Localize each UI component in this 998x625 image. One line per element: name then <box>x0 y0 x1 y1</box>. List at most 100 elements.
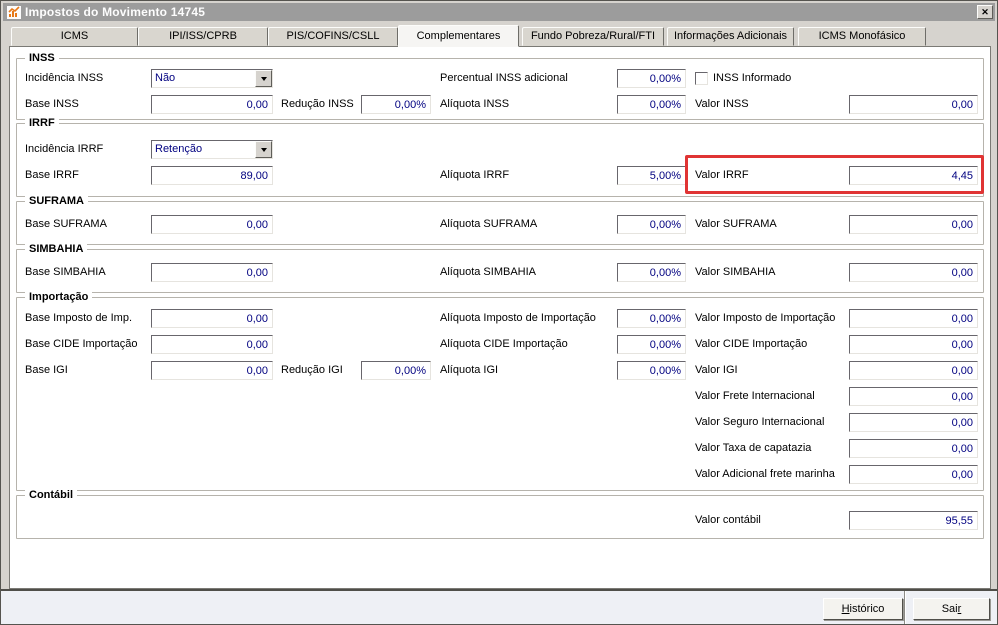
aliquota-cide-importacao-label: Alíquota CIDE Importação <box>440 338 568 350</box>
sair-label-accel: r <box>957 602 962 615</box>
base-imposto-importacao-label: Base Imposto de Imp. <box>25 312 132 324</box>
valor-frete-internacional-label: Valor Frete Internacional <box>695 390 815 402</box>
group-suframa-title: SUFRAMA <box>25 194 88 208</box>
historico-label-post: istórico <box>849 602 885 615</box>
tab-icms[interactable]: ICMS <box>11 27 138 46</box>
inss-informado-checkbox[interactable] <box>695 72 708 85</box>
tab-ipi-iss-cprb[interactable]: IPI/ISS/CPRB <box>138 27 268 46</box>
base-inss-label: Base INSS <box>25 98 79 110</box>
valor-irrf-input[interactable] <box>849 166 978 185</box>
valor-seguro-internacional-input[interactable] <box>849 413 978 432</box>
incidencia-irrf-select[interactable]: Retenção <box>151 140 273 159</box>
tabstrip: ICMS IPI/ISS/CPRB PIS/COFINS/CSLL Comple… <box>9 25 991 47</box>
valor-imposto-importacao-label: Valor Imposto de Importação <box>695 312 836 324</box>
valor-inss-label: Valor INSS <box>695 98 749 110</box>
valor-adicional-frete-marinha-label: Valor Adicional frete marinha <box>695 468 835 480</box>
footer-bar: Histórico Sair <box>1 589 997 624</box>
incidencia-inss-label: Incidência INSS <box>25 72 104 84</box>
base-irrf-input[interactable] <box>151 166 273 185</box>
chevron-down-icon[interactable] <box>255 141 272 158</box>
valor-contabil-input[interactable] <box>849 511 978 530</box>
incidencia-inss-value: Não <box>155 72 176 84</box>
valor-contabil-label: Valor contábil <box>695 514 761 526</box>
reducao-igi-label: Redução IGI <box>281 364 343 376</box>
valor-cide-importacao-input[interactable] <box>849 335 978 354</box>
historico-label-accel: H <box>841 602 850 615</box>
base-suframa-label: Base SUFRAMA <box>25 218 107 230</box>
reducao-igi-input[interactable] <box>361 361 431 380</box>
sair-button[interactable]: Sair <box>913 598 990 620</box>
valor-suframa-input[interactable] <box>849 215 978 234</box>
titlebar: Impostos do Movimento 14745 ✕ <box>3 3 995 21</box>
historico-button[interactable]: Histórico <box>823 598 903 620</box>
aliquota-irrf-label: Alíquota IRRF <box>440 169 510 181</box>
group-inss: INSS Incidência INSS Não Percentual INSS… <box>16 51 984 120</box>
window-title: Impostos do Movimento 14745 <box>25 5 206 19</box>
tab-fundo-pobreza[interactable]: Fundo Pobreza/Rural/FTI <box>522 27 664 46</box>
group-suframa: SUFRAMA Base SUFRAMA Alíquota SUFRAMA Va… <box>16 194 984 245</box>
base-simbahia-input[interactable] <box>151 263 273 282</box>
valor-taxa-capatazia-input[interactable] <box>849 439 978 458</box>
valor-seguro-internacional-label: Valor Seguro Internacional <box>695 416 825 428</box>
aliquota-simbahia-input[interactable] <box>617 263 686 282</box>
valor-inss-input[interactable] <box>849 95 978 114</box>
base-cide-importacao-label: Base CIDE Importação <box>25 338 138 350</box>
app-icon <box>7 5 21 19</box>
valor-taxa-capatazia-label: Valor Taxa de capatazia <box>695 442 812 454</box>
aliquota-inss-input[interactable] <box>617 95 686 114</box>
percentual-inss-adicional-label: Percentual INSS adicional <box>440 72 568 84</box>
reducao-inss-input[interactable] <box>361 95 431 114</box>
valor-igi-label: Valor IGI <box>695 364 738 376</box>
aliquota-cide-importacao-input[interactable] <box>617 335 686 354</box>
aliquota-inss-label: Alíquota INSS <box>440 98 510 110</box>
base-igi-input[interactable] <box>151 361 273 380</box>
aliquota-igi-input[interactable] <box>617 361 686 380</box>
base-igi-label: Base IGI <box>25 364 68 376</box>
chevron-down-icon[interactable] <box>255 70 272 87</box>
valor-imposto-importacao-input[interactable] <box>849 309 978 328</box>
group-irrf: IRRF Incidência IRRF Retenção Base IRRF … <box>16 116 984 197</box>
group-irrf-title: IRRF <box>25 116 59 130</box>
valor-adicional-frete-marinha-input[interactable] <box>849 465 978 484</box>
incidencia-irrf-label: Incidência IRRF <box>25 143 104 155</box>
tab-icms-monofasico[interactable]: ICMS Monofásico <box>798 27 926 46</box>
incidencia-irrf-value: Retenção <box>155 143 203 155</box>
group-inss-title: INSS <box>25 51 59 65</box>
tab-informacoes-adicionais[interactable]: Informações Adicionais <box>667 27 794 46</box>
group-simbahia-title: SIMBAHIA <box>25 242 88 256</box>
valor-igi-input[interactable] <box>849 361 978 380</box>
valor-irrf-label: Valor IRRF <box>695 169 749 181</box>
base-inss-input[interactable] <box>151 95 273 114</box>
valor-frete-internacional-input[interactable] <box>849 387 978 406</box>
aliquota-suframa-input[interactable] <box>617 215 686 234</box>
sair-label-pre: Sai <box>941 602 958 615</box>
tab-complementares[interactable]: Complementares <box>398 25 519 47</box>
base-irrf-label: Base IRRF <box>25 169 79 181</box>
tab-page-complementares: INSS Incidência INSS Não Percentual INSS… <box>9 46 991 589</box>
tab-pis-cofins-csll[interactable]: PIS/COFINS/CSLL <box>268 27 398 46</box>
group-importacao: Importação Base Imposto de Imp. Alíquota… <box>16 290 984 491</box>
base-cide-importacao-input[interactable] <box>151 335 273 354</box>
footer-separator <box>904 591 906 624</box>
aliquota-imposto-importacao-label: Alíquota Imposto de Importação <box>440 312 596 324</box>
close-button[interactable]: ✕ <box>977 5 993 19</box>
valor-suframa-label: Valor SUFRAMA <box>695 218 777 230</box>
aliquota-irrf-input[interactable] <box>617 166 686 185</box>
base-imposto-importacao-input[interactable] <box>151 309 273 328</box>
reducao-inss-label: Redução INSS <box>281 98 354 110</box>
group-importacao-title: Importação <box>25 290 93 304</box>
percentual-inss-adicional-input[interactable] <box>617 69 686 88</box>
base-suframa-input[interactable] <box>151 215 273 234</box>
valor-simbahia-input[interactable] <box>849 263 978 282</box>
group-contabil-title: Contábil <box>25 488 77 502</box>
aliquota-suframa-label: Alíquota SUFRAMA <box>440 218 538 230</box>
aliquota-simbahia-label: Alíquota SIMBAHIA <box>440 266 536 278</box>
base-simbahia-label: Base SIMBAHIA <box>25 266 106 278</box>
aliquota-imposto-importacao-input[interactable] <box>617 309 686 328</box>
valor-cide-importacao-label: Valor CIDE Importação <box>695 338 808 350</box>
group-simbahia: SIMBAHIA Base SIMBAHIA Alíquota SIMBAHIA… <box>16 242 984 293</box>
group-contabil: Contábil Valor contábil <box>16 488 984 539</box>
incidencia-inss-select[interactable]: Não <box>151 69 273 88</box>
aliquota-igi-label: Alíquota IGI <box>440 364 499 376</box>
